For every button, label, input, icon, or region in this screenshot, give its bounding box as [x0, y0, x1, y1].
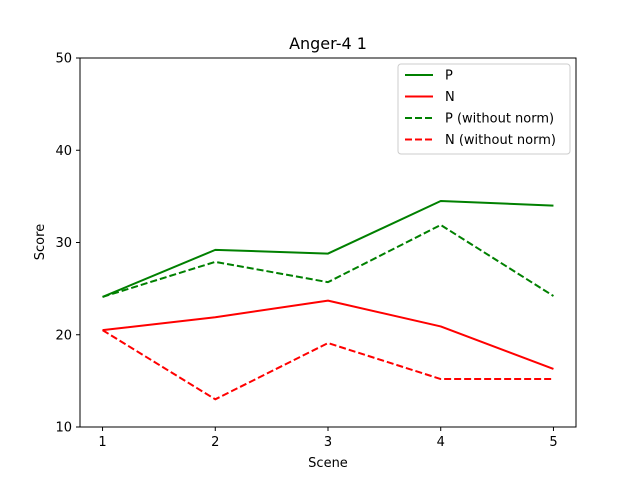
series-line-2	[102, 299, 554, 370]
y-tick-label: 20	[55, 328, 72, 343]
x-axis-label: Scene	[308, 456, 348, 471]
y-axis-label: Score	[33, 224, 48, 260]
y-tick-label: 30	[55, 236, 72, 251]
legend-box	[397, 63, 571, 155]
y-axis-ticks: 10 20 30 40 50	[55, 52, 80, 436]
legend: PN P (without norm) N (without norm)	[397, 63, 571, 155]
series-line-4	[102, 329, 554, 401]
y-tick-label: 10	[55, 421, 72, 436]
series-line-3	[102, 223, 554, 298]
x-axis-ticks: 1 2 3 4 5	[98, 427, 558, 450]
x-tick-label: 4	[437, 435, 445, 450]
series-line-1	[102, 199, 554, 298]
x-tick-label: 5	[549, 435, 557, 450]
legend-label-4: N (without norm)	[445, 133, 556, 148]
x-tick-label: 1	[98, 435, 106, 450]
chart-title: Anger-4 1	[289, 34, 367, 53]
y-tick-label: 50	[55, 52, 72, 67]
plot-frame	[79, 57, 577, 428]
legend-label-3: P (without norm)	[445, 112, 554, 127]
legend-label-1: P	[445, 69, 453, 84]
x-tick-label: 2	[211, 435, 219, 450]
legend-label-2: N	[445, 90, 455, 105]
y-tick-label: 40	[55, 144, 72, 159]
x-tick-label: 3	[324, 435, 332, 450]
series-layer	[102, 199, 554, 401]
